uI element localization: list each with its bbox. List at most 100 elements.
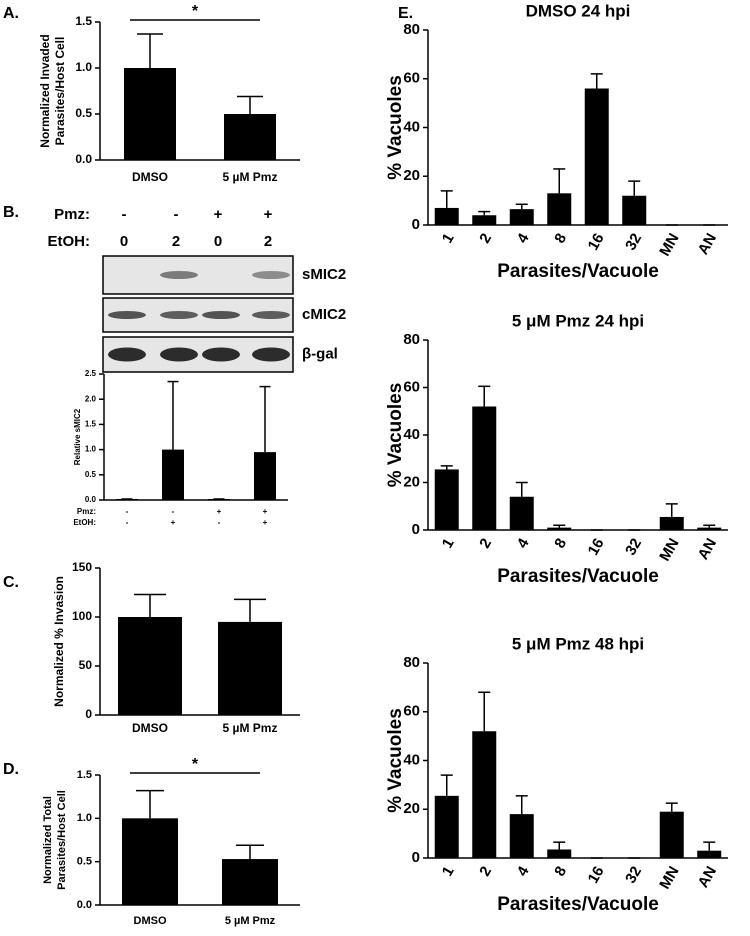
- significance-label: *: [192, 756, 199, 773]
- y-axis-label: Normalized Invaded: [38, 34, 52, 147]
- y-axis-label: % Vacuoles: [385, 708, 406, 813]
- x-tick-label: AN: [695, 230, 721, 257]
- x-row-name: EtOH:: [73, 518, 96, 527]
- panel-label: C.: [3, 574, 19, 591]
- x-tick-label: 32: [622, 535, 645, 558]
- bar: [222, 859, 278, 905]
- blot-band: [252, 311, 290, 319]
- x-tick-label: 8: [551, 230, 570, 246]
- blot-band: [160, 311, 198, 319]
- y-tick-label: 60: [403, 70, 420, 87]
- y-axis-label: Normalized % Invasion: [52, 576, 66, 707]
- blot-lane-label: 2: [264, 233, 272, 250]
- x-row-label: -: [126, 507, 129, 516]
- y-tick-label: 1.0: [77, 812, 92, 824]
- chart-title: DMSO 24 hpi: [526, 1, 631, 20]
- y-axis-label: Relative sMIC2: [73, 408, 82, 465]
- bar: [472, 215, 497, 225]
- x-axis-label: Parasites/Vacuole: [497, 894, 659, 915]
- y-tick-label: 0.0: [75, 152, 92, 166]
- y-tick-label: 1.5: [75, 14, 92, 28]
- y-tick-label: 0.5: [77, 856, 92, 868]
- blot-band: [202, 311, 240, 319]
- x-axis-label: Parasites/Vacuole: [497, 566, 659, 587]
- x-tick-label: DMSO: [132, 721, 168, 735]
- y-tick-label: 80: [403, 654, 420, 671]
- blot-lane-label: 0: [214, 233, 222, 250]
- panel-label: A.: [3, 5, 19, 22]
- x-tick-label: MN: [656, 230, 682, 259]
- y-tick-label: 1.5: [77, 769, 92, 781]
- x-tick-label: 5 µM Pmz: [223, 721, 278, 735]
- x-row-label: -: [218, 518, 221, 527]
- bar: [118, 617, 182, 715]
- bar: [697, 527, 722, 530]
- bar: [254, 452, 276, 500]
- x-row-label: +: [263, 518, 268, 527]
- y-tick-label: 0.5: [85, 470, 97, 479]
- blot-band: [252, 347, 290, 362]
- x-tick-label: 1: [439, 230, 458, 246]
- y-tick-label: 0: [412, 849, 420, 866]
- x-tick-label: 2: [476, 230, 495, 246]
- x-tick-label: 2: [476, 863, 495, 879]
- bar: [224, 114, 276, 160]
- bar: [162, 449, 184, 500]
- y-tick-label: 80: [403, 21, 420, 38]
- x-tick-label: 16: [585, 863, 608, 886]
- blot-row-name: Pmz:: [54, 206, 90, 223]
- y-tick-label: 60: [403, 703, 420, 720]
- blot-lane-label: 2: [172, 233, 180, 250]
- bar: [622, 195, 647, 225]
- x-tick-label: 8: [551, 535, 570, 551]
- chart-title: 5 μM Pmz 24 hpi: [512, 311, 644, 330]
- bar: [547, 527, 572, 530]
- blot-band: [108, 311, 146, 319]
- x-tick-label: 16: [585, 230, 608, 253]
- x-tick-label: DMSO: [132, 170, 168, 184]
- x-tick-label: 32: [622, 230, 645, 253]
- blot-lane-label: +: [214, 206, 223, 223]
- blot-band: [160, 271, 198, 279]
- x-tick-label: 2: [476, 535, 495, 551]
- x-tick-label: 16: [585, 535, 608, 558]
- y-tick-label: 40: [403, 118, 420, 135]
- bar: [434, 207, 459, 225]
- y-tick-label: 100: [72, 609, 92, 623]
- y-axis-label: Parasites/Host Cell: [56, 790, 68, 890]
- y-tick-label: 20: [403, 473, 420, 490]
- y-axis-label: % Vacuoles: [385, 383, 406, 488]
- x-tick-label: 8: [551, 863, 570, 879]
- y-tick-label: 150: [72, 560, 92, 574]
- bar: [122, 818, 178, 905]
- bar: [434, 469, 459, 530]
- bar: [547, 849, 572, 858]
- blot-row-name: EtOH:: [48, 233, 91, 250]
- blot-lane-label: 0: [120, 233, 128, 250]
- x-tick-label: 32: [622, 863, 645, 886]
- blot-band-label: cMIC2: [302, 306, 346, 323]
- x-row-label: -: [126, 518, 129, 527]
- y-tick-label: 20: [403, 800, 420, 817]
- x-tick-label: 1: [439, 535, 458, 551]
- y-tick-label: 80: [403, 331, 420, 348]
- bar: [509, 209, 534, 225]
- blot-band: [108, 347, 146, 362]
- bar: [509, 496, 534, 530]
- x-tick-label: AN: [695, 535, 721, 562]
- x-row-name: Pmz:: [77, 507, 96, 516]
- panel-label: D.: [3, 761, 19, 778]
- y-tick-label: 0.0: [85, 495, 97, 504]
- bar: [124, 68, 176, 160]
- bar: [584, 88, 609, 225]
- blot-band: [160, 347, 198, 362]
- y-tick-label: 2.0: [85, 394, 97, 403]
- y-tick-label: 0.0: [77, 899, 92, 911]
- y-axis-label: Parasites/Host Cell: [53, 37, 67, 146]
- y-tick-label: 1.0: [85, 445, 97, 454]
- y-axis-label: Normalized Total: [42, 796, 54, 884]
- blot-lane-label: -: [122, 206, 127, 223]
- y-tick-label: 0: [412, 216, 420, 233]
- y-axis-label: % Vacuoles: [385, 75, 406, 180]
- x-tick-label: DMSO: [134, 915, 167, 927]
